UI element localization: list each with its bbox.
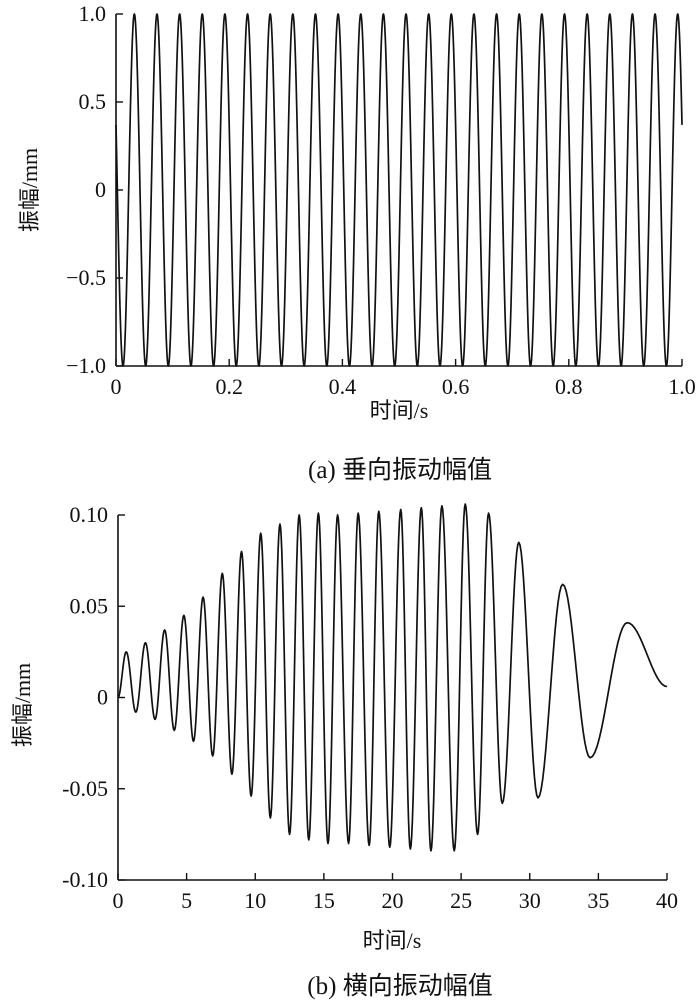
x-tick-label-b-7: 35: [587, 888, 609, 913]
x-tick-label-b-2: 10: [244, 888, 266, 913]
y-axis-label-b: 振幅/mm: [10, 663, 35, 747]
caption-a: (a) 垂向振动幅值: [308, 456, 492, 484]
x-tick-label-b-0: 0: [113, 888, 124, 913]
y-tick-label-a-3: 0.5: [79, 89, 107, 114]
y-tick-label-b-2: 0: [97, 685, 108, 710]
caption-b: (b) 横向振动幅值: [307, 972, 492, 1000]
chart-panel-lateral: 0 5 10 15 20 25 30 35 40 -0.10 -0.05 0 0.05 0.10 时间/…: [10, 502, 678, 1000]
axes-frame-a: [115, 14, 682, 367]
x-tick-labels-b: 0 5 10 15 20 25 30 35 40: [113, 888, 679, 913]
x-tick-label-a-2: 0.4: [329, 374, 357, 399]
y-tick-labels-a: −1.0 −0.5 0 0.5 1.0: [66, 1, 106, 378]
y-tick-label-b-0: -0.10: [62, 867, 108, 892]
x-tick-label-b-6: 30: [519, 888, 541, 913]
x-tick-label-a-3: 0.6: [442, 374, 470, 399]
y-tick-labels-b: -0.10 -0.05 0 0.05 0.10: [62, 502, 108, 892]
x-tick-labels-a: 0 0.2 0.4 0.6 0.8 1.0: [111, 374, 696, 399]
y-tick-label-a-1: −0.5: [66, 265, 106, 290]
x-tick-label-b-3: 15: [313, 888, 335, 913]
chart-panel-vertical: 0 0.2 0.4 0.6 0.8 1.0 −1.0 −0.5 0 0.5 1.0 时间/s 振幅…: [17, 1, 696, 484]
tick-marks-b: [117, 514, 668, 881]
x-tick-label-b-8: 40: [656, 888, 678, 913]
tick-marks-a: [115, 13, 683, 367]
y-tick-label-a-4: 1.0: [79, 1, 107, 26]
y-tick-label-b-3: 0.05: [70, 593, 109, 618]
y-axis-label-a: 振幅/mm: [17, 148, 42, 232]
x-axis-label-b: 时间/s: [363, 928, 422, 953]
x-tick-label-b-1: 5: [181, 888, 192, 913]
axes-frame-b: [117, 515, 667, 881]
series-line-lateral: [117, 503, 668, 852]
x-axis-label-a: 时间/s: [370, 398, 429, 423]
y-tick-label-a-2: 0: [95, 177, 106, 202]
x-tick-label-a-1: 0.2: [215, 374, 243, 399]
y-tick-label-b-4: 0.10: [70, 502, 109, 527]
y-tick-label-b-1: -0.05: [62, 776, 108, 801]
x-tick-label-a-0: 0: [111, 374, 122, 399]
x-tick-label-b-4: 20: [382, 888, 404, 913]
x-tick-label-a-5: 1.0: [668, 374, 696, 399]
y-tick-label-a-0: −1.0: [66, 353, 106, 378]
series-line-vertical: [115, 13, 683, 367]
x-tick-label-a-4: 0.8: [555, 374, 583, 399]
x-tick-label-b-5: 25: [450, 888, 472, 913]
